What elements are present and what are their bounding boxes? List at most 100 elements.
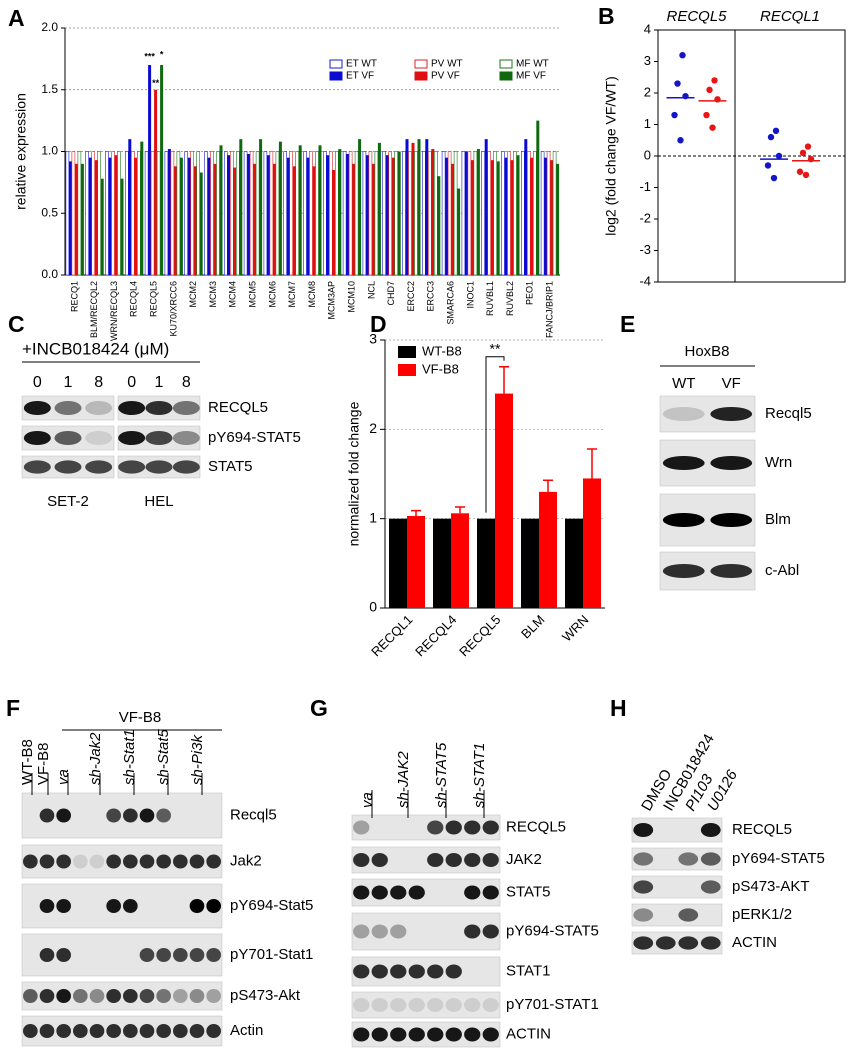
x-tick-label: RECQL5 <box>456 612 503 659</box>
blot-band <box>427 964 444 979</box>
row-label: STAT5 <box>506 883 550 900</box>
blot-band <box>189 948 205 962</box>
bar <box>394 151 399 276</box>
bar <box>408 151 412 276</box>
blot-band <box>23 1024 38 1038</box>
blot-band <box>427 1027 444 1042</box>
bar <box>358 139 362 275</box>
bar <box>451 513 469 608</box>
panel-label: H <box>610 695 627 721</box>
bar <box>382 151 387 276</box>
blot-band <box>633 823 654 837</box>
blot-band <box>39 989 55 1003</box>
plot-frame <box>657 29 846 283</box>
blot-band <box>56 1024 71 1038</box>
annotation: * <box>160 49 164 59</box>
x-tick-label: MCM3 <box>208 281 218 308</box>
blot-band <box>710 407 753 421</box>
bar <box>332 170 336 275</box>
blot-band <box>39 1024 55 1038</box>
blot-band <box>482 998 499 1012</box>
blot-band <box>139 948 155 962</box>
blot-band <box>678 852 699 866</box>
bar <box>583 478 601 608</box>
blot-band <box>56 808 71 823</box>
blot-band <box>700 852 721 866</box>
blot-strip <box>631 903 723 927</box>
bar <box>128 139 132 275</box>
bar <box>476 149 480 275</box>
row-label: Recql5 <box>230 806 277 823</box>
blot-band <box>371 853 388 867</box>
x-tick-label: WRN <box>559 612 592 645</box>
blot-band <box>633 880 654 894</box>
blot-band <box>173 989 188 1003</box>
bar <box>464 151 468 275</box>
bar <box>487 151 492 276</box>
bar <box>326 155 330 275</box>
legend-label: PV VF <box>431 71 460 82</box>
blot-band <box>371 998 388 1012</box>
bar <box>179 157 183 275</box>
annotation: ** <box>490 341 501 357</box>
bar <box>193 166 197 275</box>
x-tick-label: RECQL1 <box>368 612 415 659</box>
blot-band <box>353 964 370 979</box>
y-axis-title: normalized fold change <box>346 401 362 546</box>
bar <box>286 157 290 275</box>
bar <box>552 151 557 276</box>
dot <box>677 137 684 144</box>
bar <box>550 160 554 275</box>
blot-band <box>710 513 753 527</box>
row-label: pY694-STAT5 <box>506 922 599 939</box>
blot-band <box>23 854 38 869</box>
bar <box>120 178 124 275</box>
blot-band <box>482 820 499 835</box>
bar <box>377 142 381 275</box>
y-tick-label: 1.0 <box>41 144 58 158</box>
blot-band <box>56 854 71 869</box>
bar <box>173 166 177 275</box>
bar <box>249 151 254 276</box>
lane-label: 0 <box>33 374 42 391</box>
blot-band <box>633 908 654 922</box>
bar <box>272 163 276 275</box>
row-label: pERK1/2 <box>732 906 792 923</box>
legend-label: WT-B8 <box>422 343 462 358</box>
bar <box>484 139 488 275</box>
blot-band <box>85 460 113 474</box>
blot-band <box>139 808 155 823</box>
blot-band <box>73 1024 88 1038</box>
bar <box>298 145 302 275</box>
lane-label: 0 <box>127 374 136 391</box>
x-tick-label: RUVBL1 <box>485 281 495 316</box>
lane-label: sh-Stat5 <box>155 728 172 785</box>
bar <box>338 149 342 275</box>
bar <box>467 151 472 276</box>
blot-strip <box>21 981 223 1011</box>
blot-band <box>173 854 188 869</box>
bar <box>391 157 395 275</box>
bar <box>309 151 313 276</box>
bar <box>216 151 220 276</box>
bar <box>85 151 89 276</box>
lane-label: WT-B8 <box>19 739 36 785</box>
bar <box>117 151 121 276</box>
bar <box>269 151 274 276</box>
panel-label: C <box>8 311 25 337</box>
blot-band <box>464 1027 481 1042</box>
blot-band <box>633 852 654 866</box>
y-tick-label: 1 <box>644 116 651 131</box>
bar <box>433 518 451 608</box>
bar <box>507 151 511 276</box>
bar <box>431 149 435 275</box>
x-tick-label: SMARCA6 <box>445 281 455 325</box>
dot <box>709 124 716 131</box>
blot-strip <box>631 931 723 955</box>
blot-band <box>56 899 71 913</box>
bar <box>368 151 373 276</box>
blot-band <box>156 948 172 962</box>
bar <box>451 163 455 275</box>
group-label: RECQL5 <box>666 8 727 25</box>
legend-swatch <box>414 59 428 69</box>
